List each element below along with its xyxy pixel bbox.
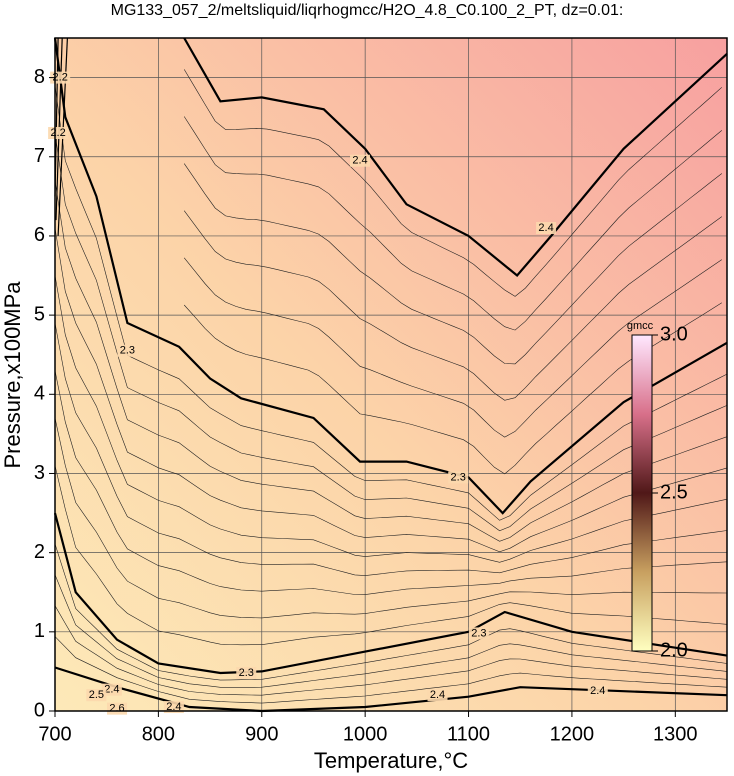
contour-label: 2.2 <box>53 71 68 83</box>
contour-label: 2.4 <box>430 689 445 701</box>
contour-line-minor <box>54 370 728 595</box>
contour-line-minor <box>183 69 722 297</box>
contour-label-bg <box>101 683 122 696</box>
contour-label-bg <box>236 666 257 679</box>
plot-background <box>55 38 727 711</box>
contour-label-group: 2.3 <box>236 666 257 679</box>
contour-line-minor <box>54 132 728 532</box>
contour-label-group: 2.3 <box>117 344 138 357</box>
x-tick-label: 1300 <box>653 723 698 745</box>
contour-label-group: 2.4 <box>536 222 557 235</box>
contour-label-group: 2.4 <box>163 701 184 714</box>
contour-label-bg <box>349 154 370 167</box>
contour-label-bg <box>48 127 69 140</box>
contour-line-minor <box>54 275 728 563</box>
contour-label-group: 2.4 <box>101 683 122 696</box>
contour-label-group: 2.2 <box>48 127 69 140</box>
y-tick-label: 5 <box>34 303 45 325</box>
contour-label: 2.4 <box>590 685 605 697</box>
contour-label-bg <box>427 689 448 702</box>
contour-line-minor <box>183 210 722 401</box>
contour-line-minor <box>54 417 728 619</box>
contour-label: 2.4 <box>166 701 181 713</box>
y-tick-label: 1 <box>34 620 45 642</box>
contour-label: 2.3 <box>120 345 135 357</box>
contour-label: 2.3 <box>239 667 254 679</box>
contour-label-group: 2.5 <box>86 689 107 702</box>
contour-line-minor <box>54 543 728 681</box>
contour-label: 2.2 <box>50 127 65 139</box>
contour-label: 2.6 <box>109 703 124 715</box>
x-tick-label: 800 <box>142 723 175 745</box>
contour-line-minor <box>54 465 728 646</box>
contour-line-minor <box>183 257 722 438</box>
contour-label-bg <box>117 344 138 357</box>
x-tick-label: 700 <box>38 723 71 745</box>
contour-line-minor <box>54 180 728 542</box>
contour-line-minor <box>183 163 722 365</box>
y-tick-label: 4 <box>34 383 45 405</box>
y-tick-label: 2 <box>34 541 45 563</box>
plot-frame <box>54 37 728 712</box>
contour-line-minor <box>54 574 728 688</box>
contour-label: 2.3 <box>451 471 466 483</box>
y-tick-label: 8 <box>34 66 45 88</box>
y-tick-label: 0 <box>34 699 45 721</box>
contour-line-minor <box>183 116 722 331</box>
colorbar <box>631 334 653 652</box>
contour-label-bg <box>163 701 184 714</box>
contour-label-bg <box>536 222 557 235</box>
contour-label-bg <box>468 627 489 640</box>
y-tick-label: 6 <box>34 224 45 246</box>
colorbar-tick-label: 2.0 <box>660 639 688 661</box>
contour-label: 2.4 <box>352 155 367 167</box>
x-tick-label: 1200 <box>550 723 595 745</box>
x-tick-label: 1100 <box>447 723 490 745</box>
y-axis-label: Pressure,x100MPa <box>0 281 25 469</box>
y-tick-label: 7 <box>34 145 45 167</box>
contour-label: 2.4 <box>538 222 553 234</box>
contour-line <box>53 37 728 515</box>
colorbar-tick-label: 3.0 <box>660 323 688 345</box>
contour-label-group: 2.4 <box>427 689 448 702</box>
contour-label-bg <box>448 471 469 484</box>
colorbar-tick-label: 2.5 <box>660 481 688 503</box>
contour-line <box>53 512 728 675</box>
contour-label-bg <box>587 685 608 698</box>
contour-line-minor <box>54 227 728 553</box>
contour-label: 2.3 <box>471 627 486 639</box>
x-tick-label: 1000 <box>343 723 388 745</box>
contour-label: 2.5 <box>89 689 104 701</box>
x-tick-label: 900 <box>245 723 278 745</box>
grid <box>54 38 727 712</box>
contour-line <box>183 37 728 278</box>
contour-line-minor <box>54 636 728 704</box>
contour-label-bg <box>86 689 107 702</box>
contour-label: 2.4 <box>104 684 119 696</box>
colorbar-label: gmcc <box>627 320 654 332</box>
contour-line-minor <box>54 85 728 521</box>
contour-line-minor <box>54 322 728 576</box>
contour-label-group: 2.4 <box>349 154 370 167</box>
y-tick-label: 3 <box>34 462 45 484</box>
contours: 2.32.32.32.32.42.42.4 2.42.42.42.52.62.22… <box>48 37 728 715</box>
contour-line-minor <box>54 605 728 696</box>
contour-label-group: 2.3 <box>468 627 489 640</box>
contour-label-group: 2.3 <box>448 471 469 484</box>
contour-label-group: 2.6 <box>107 703 128 715</box>
contour-label-group: 2.4 <box>587 685 608 698</box>
x-axis-label: Temperature,°C <box>314 748 468 773</box>
chart-title: MG133_057_2/meltsliquid/liqrhogmcc/H2O_4… <box>111 2 624 19</box>
